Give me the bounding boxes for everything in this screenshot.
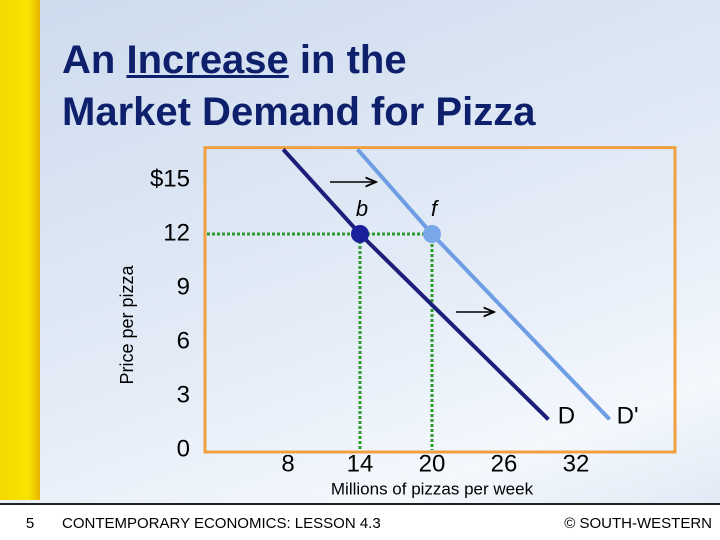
footer-left: CONTEMPORARY ECONOMICS: LESSON 4.3	[62, 515, 381, 532]
y-tick-label: 12	[163, 219, 190, 246]
point-label: b	[356, 196, 368, 221]
point-label: f	[431, 196, 440, 221]
x-tick-label: 26	[491, 450, 518, 477]
line-label: D'	[617, 403, 639, 430]
title-text: in the	[299, 38, 407, 82]
title: An Increase in the Market Demand for Piz…	[62, 34, 535, 138]
title-text: Market Demand for Pizza	[62, 90, 536, 134]
point	[351, 225, 369, 243]
plot-frame	[203, 146, 677, 454]
footer-right: © SOUTH-WESTERN	[564, 515, 712, 532]
page-number: 5	[26, 515, 34, 532]
x-tick-label: 14	[347, 450, 374, 477]
x-tick-label: 8	[281, 450, 294, 477]
y-tick-label: 6	[177, 327, 190, 354]
guide-line	[207, 232, 434, 450]
y-tick-label: 0	[177, 435, 190, 462]
line-label: D	[558, 403, 575, 430]
title-line: Market Demand for Pizza	[62, 86, 535, 138]
y-tick-label: 3	[177, 381, 190, 408]
title-line: An Increase in the	[62, 34, 535, 86]
y-tick-label: 9	[177, 273, 190, 300]
demand-line	[281, 148, 550, 421]
point	[423, 225, 441, 243]
x-axis-label: Millions of pizzas per week	[331, 479, 534, 498]
y-axis-label: Price per pizza	[117, 264, 137, 384]
footer-bar	[0, 503, 720, 540]
y-tick-label: $15	[150, 165, 190, 192]
side-bar	[0, 0, 40, 500]
title-text: An	[62, 38, 116, 82]
guide-line	[207, 232, 362, 450]
title-emphasis: Increase	[126, 38, 289, 82]
x-tick-label: 32	[563, 450, 590, 477]
x-tick-label: 20	[419, 450, 446, 477]
demand-line	[356, 148, 612, 421]
